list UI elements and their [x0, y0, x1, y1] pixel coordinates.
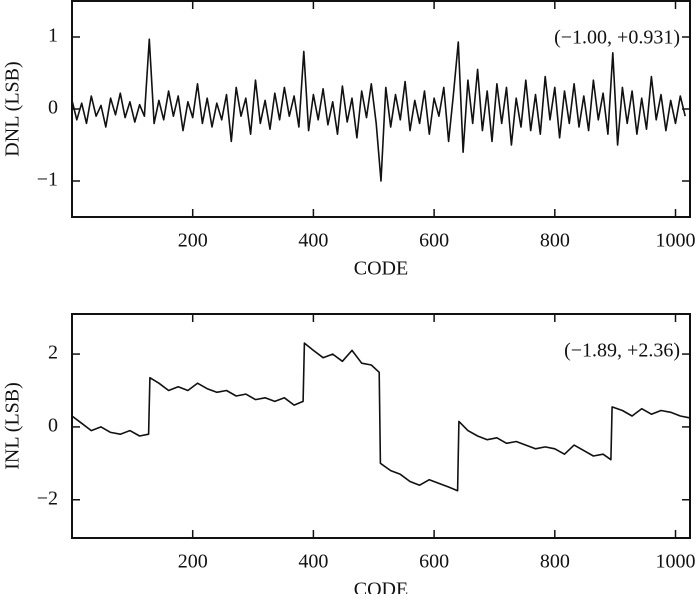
x-tick-label: 400 — [298, 551, 328, 573]
plot-frame — [71, 0, 691, 218]
y-tick-label: 0 — [48, 415, 58, 437]
x-tick-label: 200 — [178, 230, 208, 252]
annotation: (−1.89, +2.36) — [564, 340, 680, 362]
x-tick-label: 600 — [419, 230, 449, 252]
x-axis-label: CODE — [354, 258, 408, 280]
x-tick-label: 800 — [540, 551, 570, 573]
y-tick-label: 1 — [48, 25, 58, 47]
x-tick-label: 1000 — [656, 230, 696, 252]
y-tick-label: −1 — [37, 169, 58, 191]
x-tick-label: 600 — [419, 551, 449, 573]
x-tick-label: 200 — [178, 551, 208, 573]
y-tick-label: 2 — [48, 342, 58, 364]
annotation: (−1.00, +0.931) — [554, 27, 680, 49]
y-tick-label: 0 — [48, 97, 58, 119]
x-tick-label: 400 — [298, 230, 328, 252]
data-line — [71, 342, 690, 492]
x-tick-label: 1000 — [656, 551, 696, 573]
y-axis-label: INL (LSB) — [2, 382, 24, 470]
data-line — [71, 38, 686, 182]
y-tick-label: −2 — [37, 487, 58, 509]
y-axis-label: DNL (LSB) — [2, 61, 24, 156]
x-tick-label: 800 — [540, 230, 570, 252]
plot-frame — [71, 313, 691, 539]
x-axis-label: CODE — [354, 579, 408, 594]
